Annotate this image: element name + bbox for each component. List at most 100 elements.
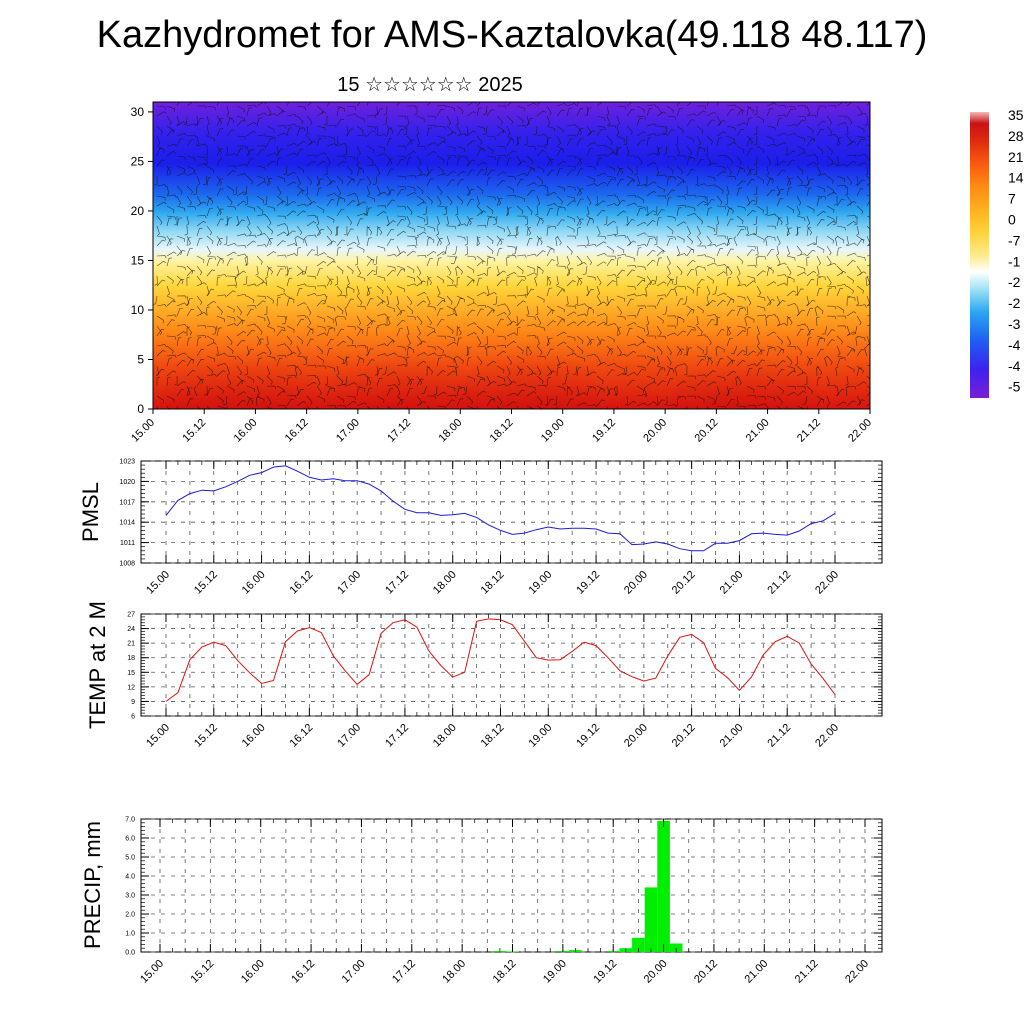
wind-barb — [306, 234, 317, 238]
wind-barb — [656, 217, 662, 227]
wind-barb — [536, 237, 543, 247]
wind-barb — [226, 290, 236, 297]
wind-barb — [736, 405, 747, 409]
wind-barb — [335, 135, 339, 146]
wind-barb — [196, 378, 205, 387]
wind-barb — [566, 235, 577, 240]
wind-barb — [524, 135, 528, 146]
wind-barb — [166, 395, 175, 403]
wind-barb — [576, 185, 582, 196]
wind-barb — [266, 345, 272, 356]
wind-barb — [156, 304, 167, 308]
wind-barb — [462, 385, 468, 395]
wind-barb — [316, 285, 327, 289]
wind-barb — [206, 255, 216, 260]
wind-barb — [596, 313, 607, 317]
wind-barb — [406, 375, 413, 386]
wind-barb — [706, 314, 717, 318]
wind-barb — [406, 250, 416, 257]
wind-barb — [156, 279, 166, 287]
wind-barb — [476, 235, 480, 246]
wind-barb — [516, 300, 526, 307]
wind-barb — [416, 145, 427, 150]
wind-barb — [226, 355, 237, 360]
wind-barb — [276, 265, 287, 270]
wind-barb — [506, 295, 517, 299]
wind-barb — [746, 367, 753, 377]
wind-barb — [586, 285, 590, 296]
wind-barb — [486, 195, 496, 201]
wind-barb — [366, 269, 376, 277]
x-tick-label: 18.12 — [488, 417, 516, 445]
wind-barb — [626, 109, 635, 117]
wind-barb — [166, 314, 177, 318]
wind-barb — [736, 180, 746, 187]
wind-barb — [346, 335, 354, 345]
wind-barb — [545, 185, 549, 196]
wind-barb — [346, 382, 357, 387]
wind-barb — [296, 235, 305, 243]
wind-barb — [686, 245, 695, 254]
wind-barb — [656, 399, 665, 407]
wind-barb — [576, 367, 582, 377]
wind-barb — [776, 385, 784, 394]
wind-barb — [186, 398, 194, 407]
wind-barb — [576, 198, 584, 207]
wind-barb — [706, 135, 713, 145]
wind-barb — [786, 355, 793, 365]
wind-barb — [236, 145, 247, 149]
wind-barb — [756, 367, 763, 377]
wind-barb — [346, 241, 357, 247]
wind-barb — [546, 259, 555, 267]
wind-barb — [556, 109, 565, 117]
wind-barb — [376, 343, 387, 347]
wind-barb — [826, 125, 833, 136]
wind-barb — [456, 326, 461, 337]
wind-barb — [466, 302, 477, 307]
wind-barb — [356, 402, 367, 407]
wind-barb — [836, 185, 847, 189]
wind-barb — [496, 180, 506, 187]
wind-barb — [646, 104, 657, 108]
wind-barb — [826, 305, 837, 310]
wind-barb — [396, 265, 405, 272]
x-tick-label: 15.12 — [192, 569, 220, 597]
wind-barb — [346, 113, 357, 117]
wind-barb — [686, 329, 695, 337]
wind-barb — [576, 218, 584, 227]
wind-barb — [326, 180, 336, 187]
wind-barb — [706, 111, 717, 117]
wind-barb — [386, 285, 393, 296]
wind-barb — [566, 345, 574, 354]
x-tick-label: 17.00 — [340, 958, 368, 986]
wind-barb — [566, 185, 576, 191]
wind-barb — [636, 341, 647, 347]
wind-barb — [466, 295, 475, 303]
wind-barb — [676, 145, 680, 156]
wind-barb — [836, 247, 842, 257]
wind-barb — [836, 283, 847, 287]
wind-barb — [406, 378, 415, 387]
wind-barb — [566, 353, 577, 357]
wind-barb — [236, 379, 246, 387]
wind-barb — [406, 335, 411, 346]
wind-barb — [562, 375, 568, 385]
wind-barb — [236, 319, 246, 327]
wind-barb — [426, 142, 437, 147]
wind-barb — [196, 325, 207, 329]
wind-barb — [216, 276, 221, 287]
wind-barb — [726, 309, 736, 317]
wind-barb — [206, 165, 215, 174]
wind-barb — [256, 165, 266, 171]
wind-barb — [686, 268, 695, 277]
wind-barb — [696, 183, 707, 187]
wind-barb — [386, 269, 396, 277]
wind-barb — [746, 233, 757, 237]
wind-barb — [426, 235, 435, 244]
wind-barb — [666, 288, 675, 297]
wind-barb — [696, 225, 701, 236]
wind-barb — [296, 288, 303, 297]
wind-barb — [776, 315, 781, 326]
wind-barb — [626, 285, 636, 290]
wind-barb — [546, 248, 554, 257]
